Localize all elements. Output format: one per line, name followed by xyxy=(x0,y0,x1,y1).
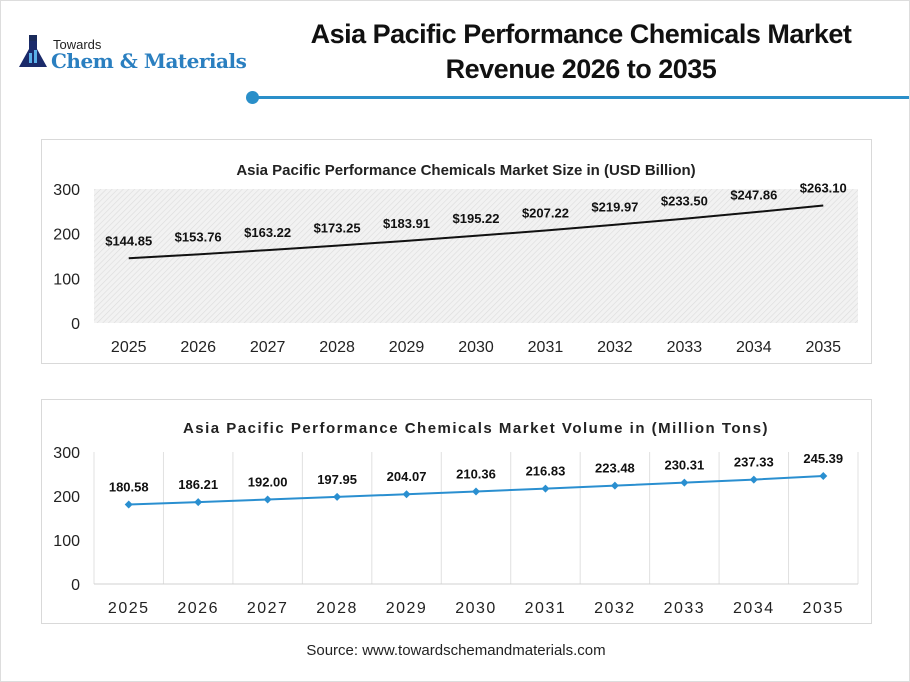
data-point xyxy=(610,481,619,490)
x-tick-label: 2031 xyxy=(525,600,567,617)
data-label: $153.76 xyxy=(175,229,222,244)
y-tick-label: 200 xyxy=(53,489,80,506)
y-tick-label: 300 xyxy=(53,445,80,462)
data-label: 186.21 xyxy=(178,477,218,492)
data-label: 192.00 xyxy=(248,475,288,490)
data-point xyxy=(333,492,342,501)
x-tick-label: 2028 xyxy=(316,600,358,617)
y-tick-label: 100 xyxy=(53,533,80,550)
chart-title: Asia Pacific Performance Chemicals Marke… xyxy=(236,162,695,179)
data-label: $233.50 xyxy=(661,194,708,209)
x-tick-label: 2027 xyxy=(247,600,289,617)
x-tick-label: 2029 xyxy=(386,600,428,617)
data-label: $144.85 xyxy=(105,233,152,248)
data-point xyxy=(472,487,480,496)
x-tick-label: 2029 xyxy=(389,339,425,356)
data-point xyxy=(402,490,411,499)
data-label: 230.31 xyxy=(664,458,704,473)
data-label: 197.95 xyxy=(317,472,357,487)
data-label: 210.36 xyxy=(456,466,496,481)
data-label: 180.58 xyxy=(109,480,149,495)
market-size-chart: Asia Pacific Performance Chemicals Marke… xyxy=(41,139,872,364)
data-label: 204.07 xyxy=(387,469,427,484)
data-point xyxy=(263,495,272,504)
x-tick-label: 2035 xyxy=(805,339,841,356)
data-label: 223.48 xyxy=(595,461,635,476)
x-tick-label: 2026 xyxy=(180,339,216,356)
data-point xyxy=(194,498,203,507)
title-line1: Asia Pacific Performance Chemicals Marke… xyxy=(310,19,852,49)
x-tick-label: 2034 xyxy=(733,600,775,617)
data-label: 245.39 xyxy=(803,451,843,466)
x-tick-label: 2025 xyxy=(111,339,147,356)
data-label: 237.33 xyxy=(734,455,774,470)
data-point xyxy=(680,478,689,487)
series-line xyxy=(128,204,824,260)
y-tick-label: 100 xyxy=(53,271,80,288)
x-tick-label: 2034 xyxy=(736,339,772,356)
data-point xyxy=(124,500,133,509)
x-tick-label: 2030 xyxy=(455,600,497,617)
x-tick-label: 2027 xyxy=(250,339,286,356)
chart-title: Asia Pacific Performance Chemicals Marke… xyxy=(183,420,769,437)
y-tick-label: 200 xyxy=(53,227,80,244)
market-volume-chart-svg: Asia Pacific Performance Chemicals Marke… xyxy=(53,420,859,617)
y-tick-label: 0 xyxy=(71,577,80,594)
data-label: $195.22 xyxy=(453,211,500,226)
data-label: $183.91 xyxy=(383,216,430,231)
logo-line1: Towards xyxy=(53,37,102,52)
data-label: $163.22 xyxy=(244,225,291,240)
plot-area xyxy=(94,189,858,323)
x-tick-label: 2028 xyxy=(319,339,355,356)
data-label: $173.25 xyxy=(314,221,361,236)
data-point xyxy=(541,484,550,493)
x-tick-label: 2032 xyxy=(597,339,633,356)
x-tick-label: 2033 xyxy=(667,339,703,356)
source-text: Source: www.towardschemandmaterials.com xyxy=(306,642,606,659)
data-point xyxy=(749,475,758,484)
market-volume-chart: Asia Pacific Performance Chemicals Marke… xyxy=(41,399,872,624)
title-line2: Revenue 2026 to 2035 xyxy=(445,54,717,84)
data-label: 216.83 xyxy=(526,464,566,479)
x-tick-label: 2026 xyxy=(177,600,219,617)
data-label: $219.97 xyxy=(591,200,638,215)
x-tick-label: 2035 xyxy=(802,600,844,617)
data-label: $247.86 xyxy=(730,187,777,202)
x-tick-label: 2033 xyxy=(664,600,706,617)
title-rule-dot xyxy=(246,91,259,104)
x-tick-label: 2030 xyxy=(458,339,494,356)
x-tick-label: 2025 xyxy=(108,600,150,617)
market-size-chart-svg: Asia Pacific Performance Chemicals Marke… xyxy=(53,162,858,356)
x-tick-label: 2031 xyxy=(528,339,564,356)
data-point xyxy=(819,472,828,481)
flask-icon xyxy=(19,35,47,67)
y-tick-label: 300 xyxy=(53,182,80,199)
data-label: $263.10 xyxy=(800,180,847,195)
y-tick-label: 0 xyxy=(71,316,80,333)
logo-line2: Chem & Materials xyxy=(51,49,247,73)
title-rule xyxy=(251,96,909,99)
data-label: $207.22 xyxy=(522,205,569,220)
x-tick-label: 2032 xyxy=(594,600,636,617)
page-title: Asia Pacific Performance Chemicals Marke… xyxy=(251,17,909,87)
